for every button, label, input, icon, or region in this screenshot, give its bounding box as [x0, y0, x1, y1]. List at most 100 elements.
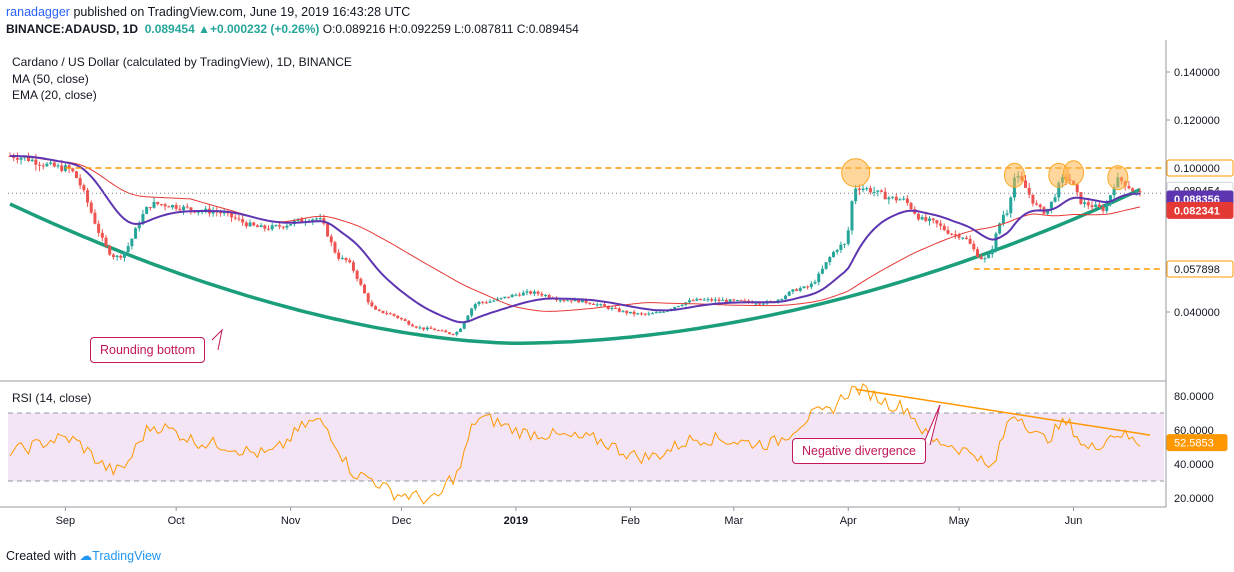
candle-body — [477, 301, 481, 305]
candle-body — [676, 305, 680, 307]
candle-body — [536, 291, 540, 294]
symbol-line: BINANCE:ADAUSD, 1D 0.089454 ▲+0.000232 (… — [6, 22, 579, 36]
candle-body — [1131, 188, 1135, 192]
candle-body — [315, 218, 319, 220]
candle-body — [699, 298, 703, 301]
candle-body — [920, 217, 924, 220]
candle-body — [170, 205, 174, 208]
candle-body — [595, 304, 599, 306]
ma-legend: MA (50, close) — [12, 71, 89, 86]
candle-body — [355, 270, 359, 279]
candle-body — [337, 252, 341, 259]
candle-body — [492, 300, 496, 302]
author-link[interactable]: ranadagger — [6, 5, 70, 19]
candle-body — [850, 201, 854, 231]
candle-body — [994, 233, 998, 250]
candle-body — [1024, 180, 1028, 188]
resistance-test-circle — [841, 158, 871, 188]
candle-body — [122, 252, 126, 258]
candle-body — [1097, 204, 1101, 207]
candle-body — [93, 212, 97, 224]
candle-body — [67, 165, 71, 169]
candle-body — [237, 218, 241, 220]
candle-body — [1035, 203, 1039, 205]
candle-body — [425, 327, 429, 330]
candle-body — [625, 310, 629, 314]
candle-body — [950, 233, 954, 235]
candle-body — [588, 302, 592, 304]
axes: 0.1400000.1200000.1000000.0400000.100000… — [56, 67, 1234, 527]
candle-body — [41, 165, 45, 167]
candle-body — [651, 313, 655, 315]
candle-body — [385, 312, 389, 314]
candle-body — [74, 171, 78, 179]
candle-body — [388, 313, 392, 315]
candle-body — [809, 283, 813, 288]
candle-body — [429, 327, 433, 329]
candle-body — [60, 165, 64, 171]
candle-body — [145, 207, 149, 214]
candle-body — [573, 299, 577, 302]
candle-body — [1005, 213, 1009, 215]
candle-body — [363, 284, 367, 294]
high-value: 0.092259 — [400, 22, 451, 36]
candle-body — [159, 204, 163, 206]
arrow-up-icon: ▲ — [198, 22, 210, 36]
candle-body — [942, 225, 946, 231]
candle-body — [392, 313, 396, 316]
candle-body — [71, 168, 75, 172]
time-tick-label: Dec — [392, 515, 412, 527]
grid — [0, 40, 1167, 508]
candle-body — [49, 162, 53, 164]
time-tick-label: Apr — [840, 515, 857, 527]
candle-body — [466, 315, 470, 323]
candle-body — [824, 262, 828, 269]
candle-body — [787, 291, 791, 296]
candle-body — [462, 322, 466, 329]
candle-body — [444, 330, 448, 333]
resistance-test-circle — [1003, 162, 1025, 188]
candle-body — [1086, 202, 1090, 206]
rsi-trendline — [855, 388, 1151, 436]
candle-body — [614, 308, 618, 310]
last-price: 0.089454 — [144, 22, 195, 36]
candle-body — [34, 159, 38, 165]
candle-body — [218, 212, 222, 214]
candle-body — [233, 217, 237, 219]
candle-body — [798, 288, 802, 291]
candle-body — [724, 299, 728, 303]
candle-body — [706, 299, 710, 301]
low-value: 0.087811 — [464, 22, 514, 36]
candle-body — [381, 310, 385, 313]
tradingview-brand[interactable]: TradingView — [92, 549, 161, 563]
candle-body — [23, 156, 27, 158]
candle-body — [813, 282, 817, 284]
candle-body — [377, 309, 381, 311]
candle-body — [418, 327, 422, 329]
candle-body — [278, 225, 282, 227]
candle-body — [1049, 201, 1053, 209]
candles — [8, 152, 1142, 337]
candle-body — [86, 190, 90, 203]
rsi-line — [9, 383, 1141, 505]
candle-body — [518, 294, 522, 296]
candle-body — [270, 225, 274, 230]
rsi-tick-label: 40.0000 — [1174, 459, 1214, 471]
price-tick-label: 0.040000 — [1174, 307, 1220, 319]
candle-body — [359, 278, 363, 285]
candle-body — [318, 218, 322, 220]
candle-body — [743, 300, 747, 302]
ema-legend: EMA (20, close) — [12, 88, 97, 102]
candle-body — [370, 302, 374, 307]
candle-body — [566, 300, 570, 302]
candle-body — [56, 165, 60, 167]
candle-body — [846, 230, 850, 244]
rounding-bottom-line — [9, 188, 1141, 345]
candle-body — [26, 156, 30, 161]
candle-body — [953, 234, 957, 236]
candle-body — [658, 312, 662, 314]
tradingview-logo-icon[interactable]: ☁ — [79, 549, 93, 563]
candle-body — [621, 310, 625, 312]
created-with-text: Created with — [6, 549, 77, 563]
